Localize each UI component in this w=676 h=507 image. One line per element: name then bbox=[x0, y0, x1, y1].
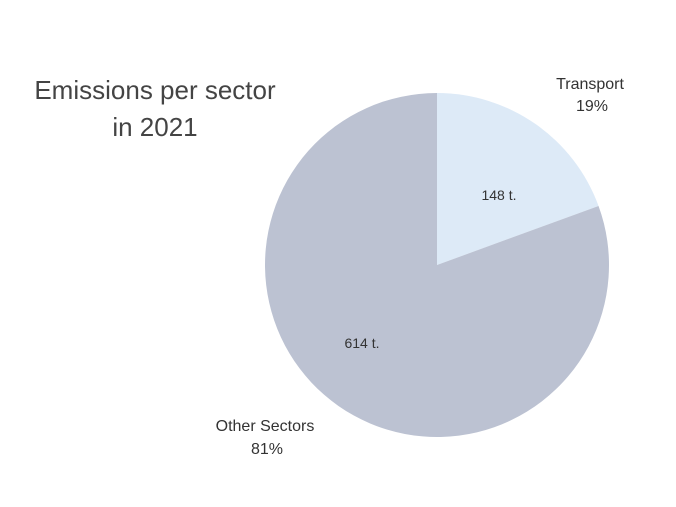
slice-value-label: 614 t. bbox=[344, 335, 379, 351]
chart-title-line-1: Emissions per sector bbox=[34, 75, 276, 105]
slice-value-label: 148 t. bbox=[481, 187, 516, 203]
slice-percent-label: 19% bbox=[576, 98, 608, 115]
slice-name-label: Other Sectors bbox=[216, 418, 315, 435]
pie-slice-transport bbox=[437, 93, 599, 265]
pie-slice-other-sectors bbox=[265, 93, 610, 437]
slice-percent-label: 81% bbox=[251, 441, 283, 458]
slice-name-label: Transport bbox=[556, 76, 624, 93]
chart-title-line-2: in 2021 bbox=[112, 112, 198, 142]
chart-title: Emissions per sector in 2021 bbox=[20, 72, 290, 146]
